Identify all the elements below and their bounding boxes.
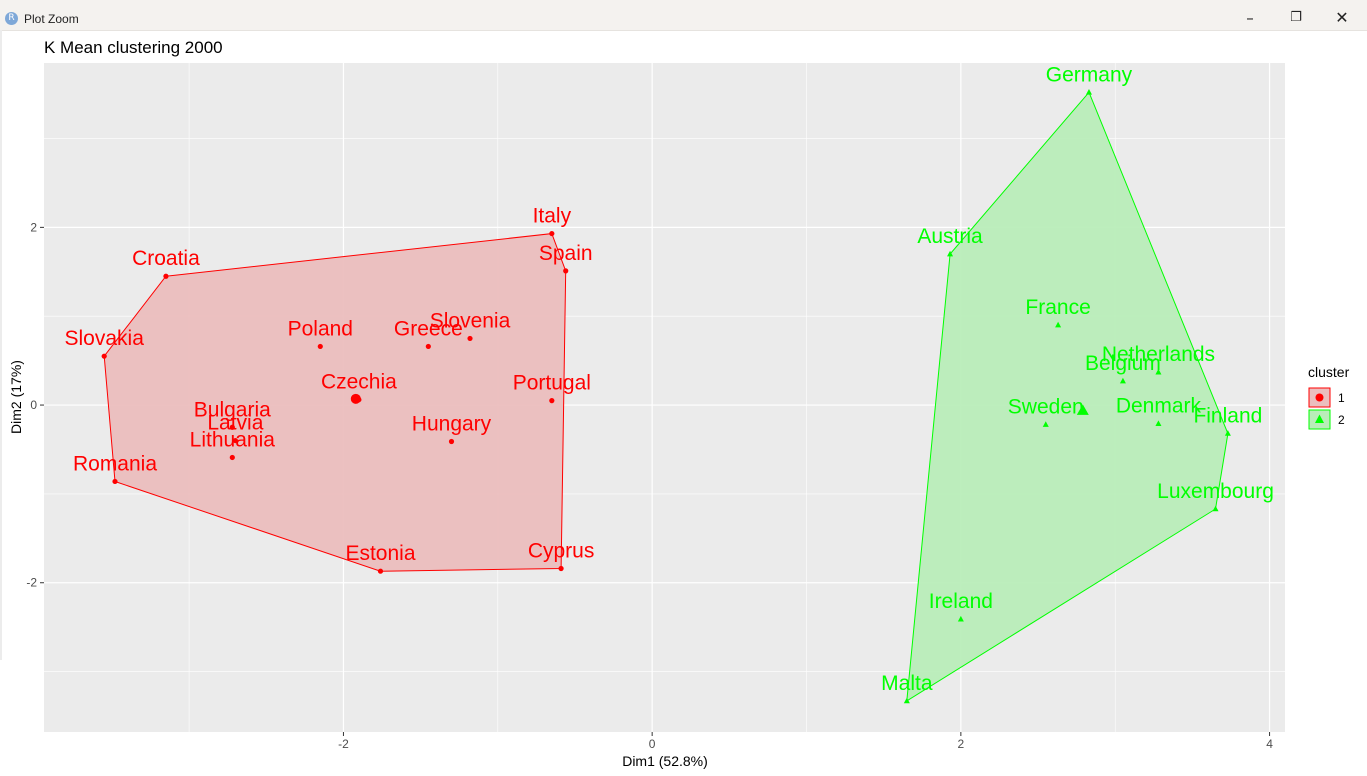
point-label-czechia: Czechia xyxy=(321,371,397,394)
point-label-sweden: Sweden xyxy=(1008,396,1084,419)
point-luxembourg xyxy=(1212,505,1219,512)
x-tick-label: 2 xyxy=(958,737,965,751)
point-bulgaria xyxy=(229,424,235,430)
point-label-slovenia: Slovenia xyxy=(430,309,511,332)
point-label-germany: Germany xyxy=(1046,63,1133,86)
point-label-romania: Romania xyxy=(73,452,157,475)
point-finland xyxy=(1224,430,1231,436)
x-tick-label: 0 xyxy=(649,737,656,751)
point-label-netherlands: Netherlands xyxy=(1102,343,1215,366)
point-label-luxembourg: Luxembourg xyxy=(1157,480,1274,503)
point-label-poland: Poland xyxy=(288,317,353,340)
point-germany xyxy=(1085,89,1092,95)
x-tick-label: -2 xyxy=(338,737,349,751)
point-slovakia xyxy=(101,353,107,359)
point-romania xyxy=(112,478,118,485)
cluster-2-center xyxy=(1076,404,1089,415)
cluster-hulls xyxy=(103,91,1229,702)
chart-title: K Mean clustering 2000 xyxy=(44,38,223,57)
point-label-austria: Austria xyxy=(917,225,983,248)
point-hungary xyxy=(448,438,455,445)
point-italy xyxy=(549,230,555,237)
point-label-estonia: Estonia xyxy=(345,542,415,565)
point-denmark xyxy=(1155,420,1162,427)
point-label-lithuania: Lithuania xyxy=(190,428,276,451)
point-estonia xyxy=(377,568,384,574)
legend: cluster 1 2 xyxy=(1308,364,1350,430)
point-label-finland: Finland xyxy=(1193,404,1262,427)
point-label-croatia: Croatia xyxy=(132,247,200,270)
point-greece xyxy=(425,343,431,350)
data-points xyxy=(101,89,1231,704)
legend-title: cluster xyxy=(1308,364,1350,380)
point-poland xyxy=(317,343,323,350)
point-portugal xyxy=(549,398,555,404)
point-label-ireland: Ireland xyxy=(929,590,993,613)
point-lithuania xyxy=(229,454,235,461)
point-latvia xyxy=(232,437,238,444)
point-austria xyxy=(947,250,954,257)
r-app-icon: R xyxy=(5,12,18,25)
point-netherlands xyxy=(1155,368,1162,375)
point-label-hungary: Hungary xyxy=(412,412,492,435)
y-tick-label: -2 xyxy=(26,576,37,590)
minimize-button[interactable]: – xyxy=(1246,9,1254,27)
point-label-portugal: Portugal xyxy=(513,372,591,395)
legend-label-2: 2 xyxy=(1338,413,1345,427)
point-ireland xyxy=(957,615,964,622)
point-france xyxy=(1055,321,1062,328)
point-sweden xyxy=(1042,421,1049,427)
axes: -2 0 2 4 -2 0 2 xyxy=(26,220,1273,751)
point-label-malta: Malta xyxy=(881,672,933,695)
maximize-button[interactable]: ❐ xyxy=(1290,10,1302,25)
point-label-latvia: Latvia xyxy=(207,412,263,435)
window-titlebar: R Plot Zoom – ❐ ✕ xyxy=(0,0,1367,31)
point-spain xyxy=(563,268,569,274)
close-button[interactable]: ✕ xyxy=(1335,8,1349,27)
legend-marker-1 xyxy=(1315,393,1324,402)
window-title: Plot Zoom xyxy=(24,12,79,26)
y-tick-label: 2 xyxy=(30,220,37,234)
point-label-belgium: Belgium xyxy=(1085,352,1161,375)
point-label-denmark: Denmark xyxy=(1116,395,1202,418)
window-left-edge xyxy=(0,30,2,660)
point-cyprus xyxy=(558,565,564,572)
point-label-greece: Greece xyxy=(394,317,463,340)
point-label-france: France xyxy=(1025,296,1090,319)
point-label-slovakia: Slovakia xyxy=(65,327,145,350)
point-label-cyprus: Cyprus xyxy=(528,540,595,563)
cluster-1-hull xyxy=(103,233,567,572)
point-belgium xyxy=(1119,377,1126,384)
point-label-spain: Spain xyxy=(539,242,593,265)
x-tick-label: 4 xyxy=(1266,737,1273,751)
legend-marker-2 xyxy=(1315,414,1324,423)
y-axis-label: Dim2 (17%) xyxy=(8,360,24,434)
point-label-bulgaria: Bulgaria xyxy=(194,398,271,421)
point-croatia xyxy=(163,273,169,279)
point-slovenia xyxy=(467,335,473,342)
legend-label-1: 1 xyxy=(1338,391,1345,405)
cluster-2-hull xyxy=(906,91,1229,702)
x-axis-label: Dim1 (52.8%) xyxy=(622,753,708,769)
y-tick-label: 0 xyxy=(30,398,37,412)
point-label-italy: Italy xyxy=(533,205,572,228)
point-labels: Croatia Italy Spain Slovakia Poland GreeceSlo… xyxy=(65,63,1274,695)
point-malta xyxy=(903,697,910,704)
cluster-1-center xyxy=(350,393,361,404)
